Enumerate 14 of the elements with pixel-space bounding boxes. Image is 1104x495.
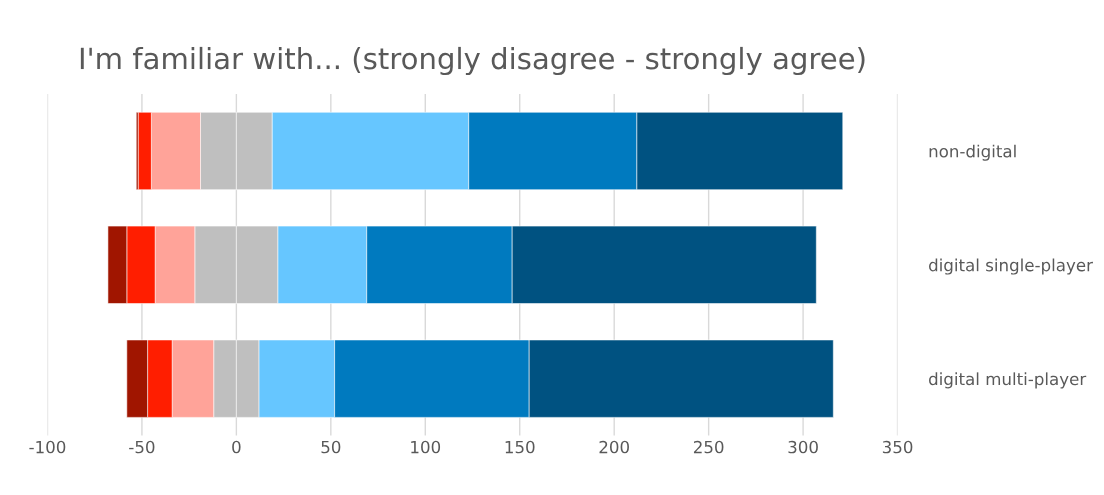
x-tick-label: 300 [788,440,818,454]
x-tick-label: -50 [129,440,155,454]
x-tick-label: 350 [882,440,913,454]
x-tick-label: 150 [505,440,535,454]
x-tick-label: 200 [599,440,629,454]
chart-title: I'm familiar with... (strongly disagree - strongly agree) [80,46,865,76]
x-tick-label: 100 [411,440,441,454]
x-tick-label: 0 [232,440,241,454]
y-tick-label: digital multi-player [929,372,1087,389]
y-tick-label: non-digital [929,144,1016,161]
x-tick-label: -100 [29,440,66,454]
y-tick-label: digital single-player [929,258,1093,275]
x-tick-label: 50 [321,440,341,454]
x-tick-label: 250 [693,440,724,454]
